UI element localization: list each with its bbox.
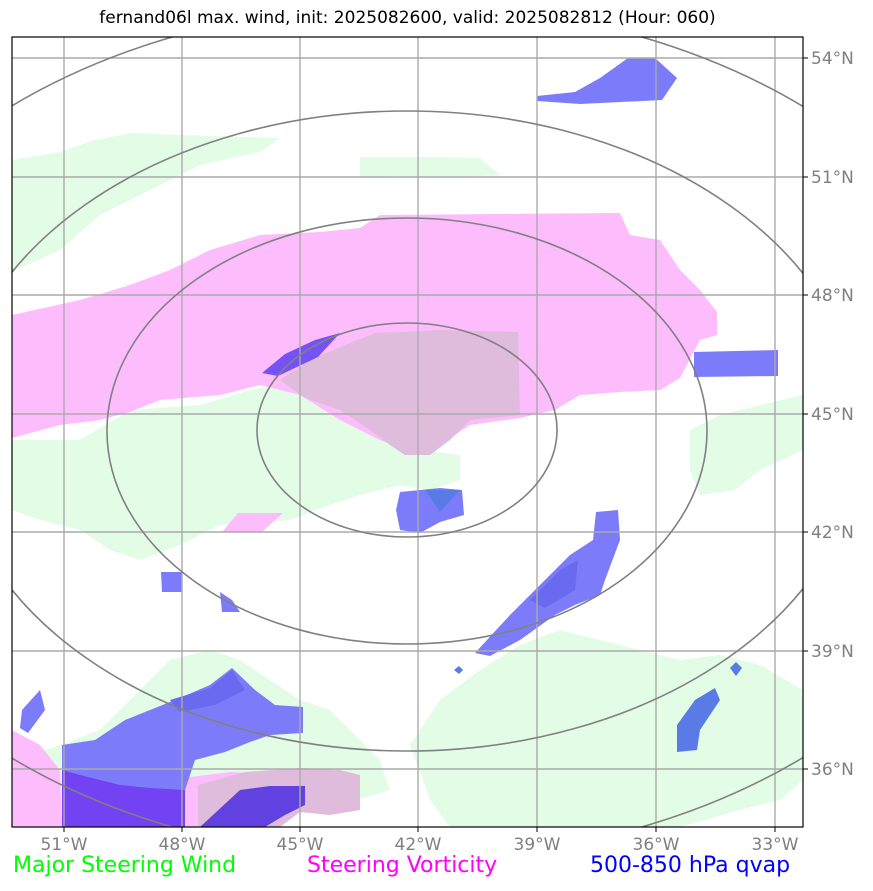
lon-label: 45°W	[277, 835, 324, 855]
qvap-bottom-violet	[200, 786, 305, 827]
distance-rings	[12, 37, 803, 827]
lat-label: 36°N	[811, 760, 854, 780]
wind-region-southeast	[410, 630, 803, 827]
wind-region-north-center	[360, 157, 500, 178]
qvap-east	[694, 350, 778, 377]
ring-outer	[12, 110, 803, 752]
lat-label: 51°N	[811, 168, 854, 188]
legend-steering-wind: Major Steering Wind	[13, 853, 237, 878]
latitude-labels: 54°N 51°N 48°N 45°N 42°N 39°N 36°N	[811, 49, 854, 780]
lat-label: 48°N	[811, 286, 854, 306]
longitude-labels: 51°W 48°W 45°W 42°W 39°W 36°W 33°W	[41, 835, 799, 855]
lon-label: 48°W	[159, 835, 206, 855]
wind-region-northwest	[12, 133, 280, 270]
qvap-diagonal-dark	[530, 560, 578, 608]
qvap-north	[537, 58, 677, 104]
qvap-far-southwest	[20, 690, 45, 733]
plot-frame	[11, 36, 804, 828]
vorticity-band-main	[12, 213, 717, 450]
legend-steering-vorticity: Steering Vorticity	[307, 853, 498, 878]
lon-label: 39°W	[514, 835, 561, 855]
qvap-small-west	[161, 572, 182, 592]
qvap-southwest-violet	[62, 770, 185, 827]
lat-label: 45°N	[811, 405, 854, 425]
vorticity-patch-southwest	[12, 730, 62, 827]
axis-ticks	[63, 57, 808, 832]
qvap-southwest-dark	[170, 670, 245, 712]
lat-label: 39°N	[811, 642, 854, 662]
legend-qvap: 500-850 hPa qvap	[590, 853, 791, 878]
qvap-layer	[20, 58, 778, 827]
overlap-center	[280, 330, 520, 455]
ring-inner	[256, 322, 558, 538]
vorticity-patch-south	[222, 513, 283, 532]
qvap-speck-1	[730, 662, 742, 676]
qvap-southeast	[677, 688, 720, 752]
map-layers	[12, 37, 803, 827]
qvap-core-south-center	[425, 490, 460, 512]
lat-label: 42°N	[811, 523, 854, 543]
lon-label: 36°W	[633, 835, 680, 855]
qvap-small-southwest	[220, 592, 240, 612]
map-title: fernand06l max. wind, init: 2025082600, …	[99, 8, 716, 28]
ring-middle	[106, 217, 708, 645]
lon-label: 51°W	[41, 835, 88, 855]
qvap-speck-2	[454, 666, 463, 674]
wind-region-central	[12, 380, 460, 560]
lon-label: 33°W	[752, 835, 799, 855]
lat-label: 54°N	[811, 49, 854, 69]
lon-label: 42°W	[395, 835, 442, 855]
